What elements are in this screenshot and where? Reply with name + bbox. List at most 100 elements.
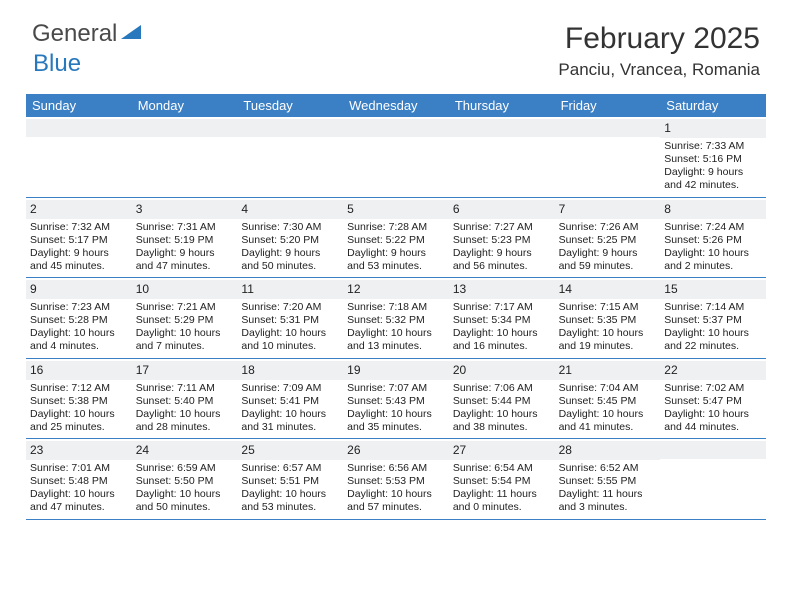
empty-day-strip [449,119,555,137]
day-number: 27 [449,441,555,460]
daylight-text: Daylight: 10 hours [453,327,551,340]
calendar-day: 2Sunrise: 7:32 AMSunset: 5:17 PMDaylight… [26,198,132,278]
weekday-header: Monday [132,94,238,117]
calendar-day: 6Sunrise: 7:27 AMSunset: 5:23 PMDaylight… [449,198,555,278]
calendar: SundayMondayTuesdayWednesdayThursdayFrid… [26,94,766,520]
daylight-text: Daylight: 9 hours [559,247,657,260]
sunrise-text: Sunrise: 7:04 AM [559,382,657,395]
day-number: 16 [26,361,132,380]
weekday-header-row: SundayMondayTuesdayWednesdayThursdayFrid… [26,94,766,117]
daylight-text: Daylight: 10 hours [664,247,762,260]
day-number: 6 [449,200,555,219]
sunset-text: Sunset: 5:54 PM [453,475,551,488]
sunset-text: Sunset: 5:37 PM [664,314,762,327]
daylight-text: Daylight: 10 hours [30,408,128,421]
day-number: 24 [132,441,238,460]
sunset-text: Sunset: 5:53 PM [347,475,445,488]
calendar-day: 1Sunrise: 7:33 AMSunset: 5:16 PMDaylight… [660,117,766,197]
sunset-text: Sunset: 5:32 PM [347,314,445,327]
daylight-text: and 13 minutes. [347,340,445,353]
sunrise-text: Sunrise: 7:28 AM [347,221,445,234]
daylight-text: and 35 minutes. [347,421,445,434]
day-number: 5 [343,200,449,219]
calendar-day: 5Sunrise: 7:28 AMSunset: 5:22 PMDaylight… [343,198,449,278]
calendar-day: 22Sunrise: 7:02 AMSunset: 5:47 PMDayligh… [660,359,766,439]
sunrise-text: Sunrise: 7:07 AM [347,382,445,395]
day-number: 22 [660,361,766,380]
daylight-text: and 53 minutes. [347,260,445,273]
sunset-text: Sunset: 5:40 PM [136,395,234,408]
weekday-header: Tuesday [237,94,343,117]
daylight-text: Daylight: 10 hours [347,488,445,501]
sunset-text: Sunset: 5:34 PM [453,314,551,327]
daylight-text: Daylight: 10 hours [136,488,234,501]
sunrise-text: Sunrise: 7:12 AM [30,382,128,395]
empty-day-strip [343,119,449,137]
sunrise-text: Sunrise: 7:24 AM [664,221,762,234]
calendar-day: 21Sunrise: 7:04 AMSunset: 5:45 PMDayligh… [555,359,661,439]
daylight-text: and 44 minutes. [664,421,762,434]
triangle-icon [117,22,141,46]
calendar-week: 16Sunrise: 7:12 AMSunset: 5:38 PMDayligh… [26,359,766,440]
daylight-text: Daylight: 10 hours [241,408,339,421]
sunset-text: Sunset: 5:17 PM [30,234,128,247]
sunset-text: Sunset: 5:19 PM [136,234,234,247]
daylight-text: and 50 minutes. [241,260,339,273]
calendar-day-empty [555,117,661,197]
daylight-text: and 56 minutes. [453,260,551,273]
calendar-week: 9Sunrise: 7:23 AMSunset: 5:28 PMDaylight… [26,278,766,359]
daylight-text: and 31 minutes. [241,421,339,434]
page-header: General February 2025 Panciu, Vrancea, R… [0,0,792,88]
day-number: 7 [555,200,661,219]
calendar-day-empty [26,117,132,197]
day-number: 26 [343,441,449,460]
sunrise-text: Sunrise: 7:18 AM [347,301,445,314]
daylight-text: Daylight: 10 hours [453,408,551,421]
title-block: February 2025 Panciu, Vrancea, Romania [558,22,760,80]
daylight-text: Daylight: 10 hours [241,488,339,501]
weekday-header: Wednesday [343,94,449,117]
daylight-text: and 19 minutes. [559,340,657,353]
sunset-text: Sunset: 5:20 PM [241,234,339,247]
calendar-day: 4Sunrise: 7:30 AMSunset: 5:20 PMDaylight… [237,198,343,278]
daylight-text: Daylight: 10 hours [664,408,762,421]
calendar-day: 26Sunrise: 6:56 AMSunset: 5:53 PMDayligh… [343,439,449,519]
calendar-day-empty [343,117,449,197]
calendar-day: 14Sunrise: 7:15 AMSunset: 5:35 PMDayligh… [555,278,661,358]
calendar-day: 19Sunrise: 7:07 AMSunset: 5:43 PMDayligh… [343,359,449,439]
calendar-day: 13Sunrise: 7:17 AMSunset: 5:34 PMDayligh… [449,278,555,358]
sunrise-text: Sunrise: 7:06 AM [453,382,551,395]
sunset-text: Sunset: 5:26 PM [664,234,762,247]
day-number: 4 [237,200,343,219]
sunrise-text: Sunrise: 7:32 AM [30,221,128,234]
calendar-day: 3Sunrise: 7:31 AMSunset: 5:19 PMDaylight… [132,198,238,278]
daylight-text: and 47 minutes. [30,501,128,514]
weekday-header: Friday [555,94,661,117]
sunrise-text: Sunrise: 7:20 AM [241,301,339,314]
day-number: 10 [132,280,238,299]
daylight-text: Daylight: 10 hours [559,327,657,340]
daylight-text: Daylight: 10 hours [136,327,234,340]
sunset-text: Sunset: 5:43 PM [347,395,445,408]
calendar-day-empty [660,439,766,519]
daylight-text: Daylight: 9 hours [664,166,762,179]
calendar-day: 11Sunrise: 7:20 AMSunset: 5:31 PMDayligh… [237,278,343,358]
weekday-header: Saturday [660,94,766,117]
daylight-text: Daylight: 10 hours [559,408,657,421]
empty-day-strip [237,119,343,137]
sunrise-text: Sunrise: 7:30 AM [241,221,339,234]
daylight-text: Daylight: 10 hours [30,488,128,501]
calendar-day: 8Sunrise: 7:24 AMSunset: 5:26 PMDaylight… [660,198,766,278]
calendar-week: 2Sunrise: 7:32 AMSunset: 5:17 PMDaylight… [26,198,766,279]
day-number: 18 [237,361,343,380]
daylight-text: Daylight: 9 hours [136,247,234,260]
calendar-day: 23Sunrise: 7:01 AMSunset: 5:48 PMDayligh… [26,439,132,519]
daylight-text: Daylight: 10 hours [241,327,339,340]
calendar-day: 28Sunrise: 6:52 AMSunset: 5:55 PMDayligh… [555,439,661,519]
empty-day-strip [660,441,766,459]
sunset-text: Sunset: 5:23 PM [453,234,551,247]
empty-day-strip [555,119,661,137]
sunrise-text: Sunrise: 7:27 AM [453,221,551,234]
day-number: 17 [132,361,238,380]
day-number: 9 [26,280,132,299]
